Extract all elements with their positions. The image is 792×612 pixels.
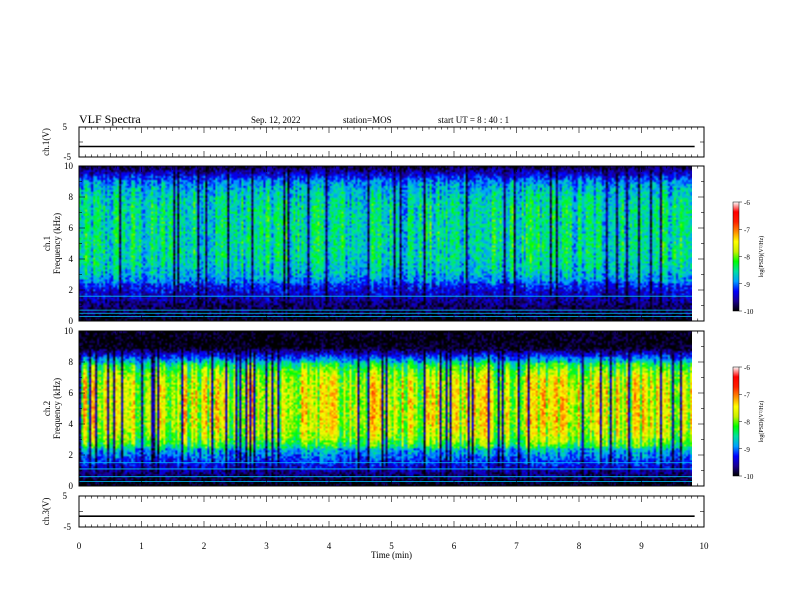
y-tick-label: 8 [69,192,74,202]
start-time-label: start UT = 8 : 40 : 1 [438,115,509,125]
y-tick-label: 5 [63,491,68,501]
x-tick-label: 7 [514,541,519,551]
station-label: station=MOS [343,115,392,125]
y-axis-label: ch.3(V) [41,498,51,526]
x-axis-label: Time (min) [371,550,412,560]
colorbar [732,366,740,477]
colorbar-tick-label: -7 [744,226,750,234]
colorbar-tick-label: -10 [744,308,754,316]
y-tick-label: 8 [69,357,74,367]
x-tick-label: 2 [202,541,207,551]
panel-frame [78,126,705,158]
y-axis-label: ch.2 [42,401,52,416]
y-axis-label: ch.1(V) [41,128,51,156]
y-tick-label: 5 [63,122,68,132]
colorbar-tick-label: -8 [744,254,750,262]
colorbar-tick-label: -9 [744,446,750,454]
y-tick-label: 6 [69,388,74,398]
y-tick-label: 10 [64,326,74,336]
y-tick-label: 0 [69,316,74,326]
x-tick-label: 1 [139,541,144,551]
x-tick-label: 8 [577,541,582,551]
panel-frame [78,330,705,487]
colorbar-tick-label: -10 [744,473,754,481]
ch2-spectrogram-image [79,331,692,486]
x-tick-label: 6 [452,541,457,551]
colorbar-tick-label: -9 [744,281,750,289]
y-tick-label: -5 [64,152,72,162]
panel-frame [78,165,705,322]
colorbar-tick-label: -7 [744,391,750,399]
y-tick-label: 4 [69,419,74,429]
x-tick-label: 10 [700,541,710,551]
x-tick-label: 3 [264,541,269,551]
y-tick-label: 2 [69,450,74,460]
y-axis-label: ch.1 [42,236,52,251]
colorbar-tick-label: -6 [744,199,750,207]
figure-title: VLF Spectra [79,112,141,126]
colorbar-label: log(PSD)(V²/Hz) [758,401,765,442]
x-tick-label: 0 [77,541,82,551]
colorbar-tick-label: -6 [744,364,750,372]
y-tick-label: 0 [69,481,74,491]
y-tick-label: 6 [69,223,74,233]
ch3-voltage-panel: 5 -5 ch.3(V) [41,491,705,532]
colorbars: -6 -7 -8 -9 -10 log(PSD)(V²/Hz) -6 -7 -8 -9 -10 log… [732,199,765,481]
ch1-voltage-panel: 5 -5 ch.1(V) [41,122,705,162]
y-tick-label: 10 [64,161,74,171]
y-tick-label: -5 [64,522,72,532]
time-axis: 0 1 2 3 4 5 6 7 8 9 10 Time (min) [77,541,709,560]
colorbar-tick-label: -8 [744,419,750,427]
y-axis-label: Frequency (kHz) [52,378,62,439]
ch1-spectrogram-panel: 0 2 4 6 8 10 ch.1 Frequency (kHz) [42,161,705,326]
colorbar-label: log(PSD)(V²/Hz) [758,236,765,277]
y-tick-label: 4 [69,254,74,264]
colorbar [732,201,740,312]
x-tick-label: 4 [327,541,332,551]
panel-frame [78,495,705,528]
x-tick-label: 5 [389,541,394,551]
x-tick-label: 9 [639,541,644,551]
ch1-spectrogram-image [79,166,692,321]
date-label: Sep. 12, 2022 [251,115,301,125]
ch2-spectrogram-panel: 0 2 4 6 8 10 ch.2 Frequency (kHz) [42,326,705,491]
y-tick-label: 2 [69,285,74,295]
y-axis-label: Frequency (kHz) [52,213,62,274]
